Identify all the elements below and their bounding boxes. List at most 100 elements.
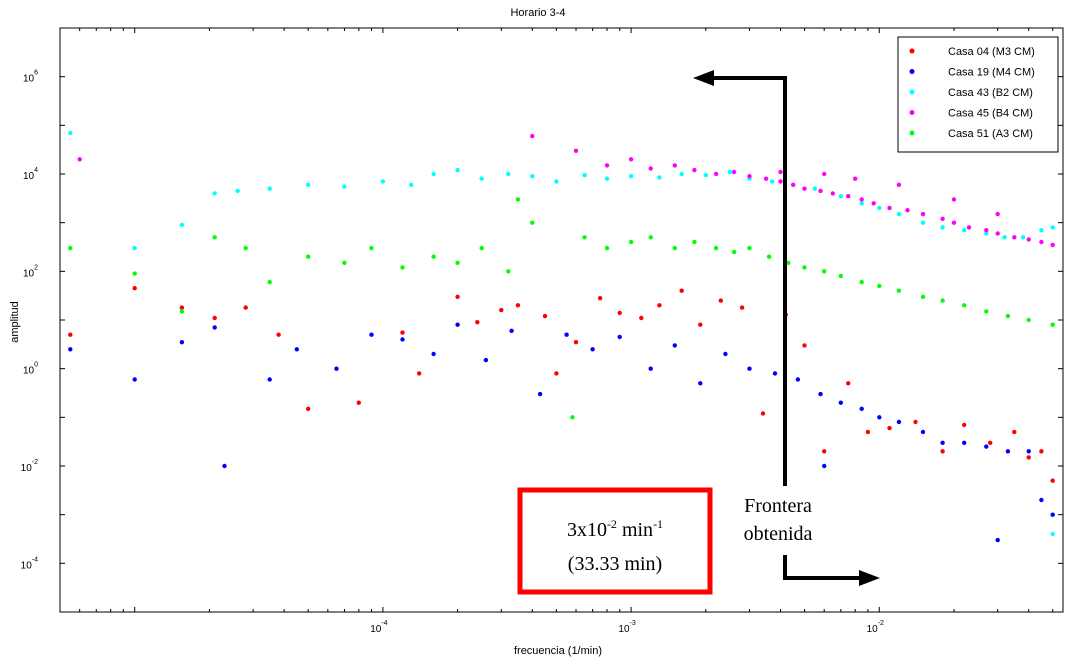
- series-4: [77, 133, 1055, 248]
- scatter-point: [723, 351, 728, 357]
- scatter-point: [713, 171, 719, 177]
- scatter-point: [731, 169, 737, 175]
- scatter-point: [940, 216, 945, 221]
- scatter-point: [905, 208, 910, 213]
- scatter-point: [786, 260, 791, 265]
- annotations: 3x10-2 min-1 (33.33 min) Frontera obteni…: [517, 70, 880, 595]
- scatter-point: [179, 305, 185, 310]
- y-tick-label: 102: [23, 264, 38, 279]
- scatter-point: [68, 347, 73, 352]
- annotation-box: [517, 487, 713, 595]
- scatter-point: [455, 260, 460, 265]
- scatter-point: [966, 225, 972, 230]
- scatter-point: [639, 315, 644, 321]
- scatter-point: [369, 332, 374, 337]
- scatter-point: [822, 269, 827, 274]
- scatter-point: [554, 371, 559, 376]
- legend: Casa 04 (M3 CM) Casa 19 (M4 CM) Casa 43 (B…: [897, 36, 1059, 153]
- x-axis-label: frecuencia (1/min): [514, 645, 602, 657]
- scatter-point: [920, 294, 926, 299]
- scatter-point: [475, 320, 480, 325]
- scatter-point: [132, 286, 137, 291]
- scatter-point: [747, 366, 752, 371]
- scatter-point: [68, 130, 73, 136]
- scatter-point: [306, 254, 311, 259]
- scatter-point: [791, 182, 796, 187]
- scatter-point: [77, 157, 82, 162]
- scatter-point: [132, 271, 137, 276]
- scatter-point: [212, 235, 217, 240]
- scatter-point: [818, 188, 823, 194]
- scatter-point: [731, 249, 737, 255]
- scatter-point: [431, 171, 436, 177]
- scatter-point: [1050, 478, 1055, 483]
- scatter-point: [306, 182, 311, 187]
- scatter-point: [1050, 512, 1055, 517]
- scatter-point: [506, 269, 511, 274]
- frontier-label-line2: obtenida: [744, 523, 813, 545]
- scatter-point: [537, 391, 543, 397]
- scatter-point: [838, 273, 843, 279]
- scatter-point: [896, 182, 902, 187]
- scatter-point: [871, 201, 876, 206]
- scatter-point: [582, 235, 587, 240]
- scatter-point: [877, 205, 882, 211]
- scatter-point: [859, 279, 864, 285]
- scatter-point: [984, 309, 989, 314]
- legend-entry: Casa 04 (M3 CM): [948, 46, 1035, 58]
- scatter-point: [818, 391, 823, 397]
- scatter-point: [679, 288, 684, 293]
- frontier-label-line1: Frontera: [744, 495, 812, 517]
- scatter-point: [369, 245, 374, 251]
- legend-marker: [909, 130, 915, 136]
- scatter-point: [400, 337, 405, 342]
- y-tick-label: 10-2: [21, 459, 38, 474]
- series-2: [68, 322, 1055, 543]
- legend-entry: Casa 19 (M4 CM): [948, 67, 1035, 79]
- frontier-arrow-left: [693, 70, 714, 86]
- y-tick-label: 10-4: [21, 556, 38, 571]
- y-tick-label: 106: [23, 70, 38, 85]
- scatter-point: [940, 298, 945, 303]
- scatter-point: [530, 133, 535, 139]
- scatter-point: [984, 228, 989, 233]
- scatter-point: [400, 265, 405, 270]
- series-5: [68, 197, 1055, 420]
- scatter-point: [778, 169, 783, 175]
- scatter-point: [920, 220, 926, 225]
- scatter-point: [212, 315, 217, 321]
- scatter-point: [940, 440, 945, 445]
- legend-marker: [909, 48, 915, 54]
- scatter-point: [822, 449, 827, 454]
- scatter-point: [479, 176, 484, 181]
- scatter-point: [739, 305, 745, 310]
- scatter-point: [542, 313, 548, 319]
- series-3: [68, 130, 1055, 537]
- scatter-point: [509, 328, 514, 333]
- scatter-point: [628, 157, 634, 162]
- scatter-point: [267, 377, 272, 382]
- scatter-point: [1039, 497, 1044, 503]
- scatter-point: [648, 366, 653, 371]
- scatter-point: [896, 211, 902, 217]
- scatter-point: [499, 307, 504, 313]
- scatter-point: [417, 371, 422, 376]
- scatter-point: [573, 148, 579, 153]
- scatter-point: [657, 303, 662, 308]
- scatter-point: [1026, 237, 1031, 242]
- scatter-point: [1039, 449, 1044, 454]
- scatter-point: [812, 186, 817, 191]
- legend-entry: Casa 45 (B4 CM): [948, 108, 1033, 120]
- scatter-point: [672, 163, 677, 168]
- legend-marker: [909, 110, 915, 115]
- scatter-point: [212, 325, 217, 330]
- scatter-point: [984, 231, 989, 236]
- scatter-point: [887, 205, 892, 211]
- scatter-point: [703, 172, 708, 178]
- scatter-point: [617, 334, 622, 340]
- scatter-point: [455, 322, 460, 327]
- scatter-point: [692, 167, 697, 173]
- scatter-point: [597, 296, 603, 301]
- scatter-point: [570, 415, 575, 420]
- scatter-point: [1050, 242, 1055, 248]
